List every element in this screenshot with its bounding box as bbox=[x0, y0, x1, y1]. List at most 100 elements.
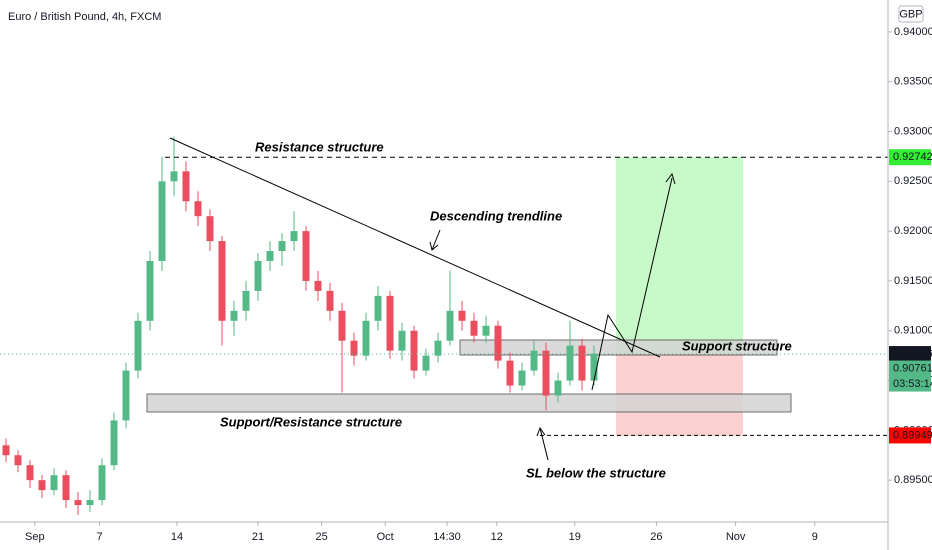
candle-body bbox=[110, 420, 118, 466]
price-label-box bbox=[889, 427, 931, 444]
x-tick-label: 19 bbox=[569, 531, 581, 543]
projection-arrow bbox=[591, 177, 673, 391]
x-tick-label: Sep bbox=[25, 531, 45, 543]
price-label-box bbox=[889, 360, 931, 377]
candle-body bbox=[218, 241, 226, 321]
annotation: Resistance structure bbox=[255, 139, 384, 154]
y-tick-label: 0.92000 bbox=[894, 225, 932, 237]
support-zone bbox=[459, 339, 778, 356]
candle-body bbox=[302, 231, 310, 281]
price-label: 0.89949 bbox=[893, 429, 932, 441]
candle-body bbox=[50, 475, 58, 491]
candle-body bbox=[146, 261, 154, 321]
price-label: 0.90761 bbox=[893, 362, 932, 374]
candle-body bbox=[242, 290, 250, 311]
candle-body bbox=[170, 171, 178, 182]
annotation: Support structure bbox=[682, 338, 792, 353]
candle-body bbox=[98, 465, 106, 501]
candle-body bbox=[542, 350, 550, 396]
candle-body bbox=[470, 320, 478, 336]
candle-body bbox=[506, 360, 514, 386]
target-zone bbox=[616, 157, 743, 353]
candle-body bbox=[398, 330, 406, 351]
candle-body bbox=[422, 355, 430, 371]
annotation: Descending trendline bbox=[430, 208, 562, 223]
position-zones bbox=[146, 157, 792, 436]
candle-body bbox=[566, 345, 574, 381]
x-tick-label: 25 bbox=[315, 531, 327, 543]
candle-body bbox=[578, 345, 586, 381]
price-label: 0.90766 bbox=[893, 348, 932, 360]
candles bbox=[2, 136, 598, 516]
candle-body bbox=[338, 310, 346, 341]
y-tick-label: 0.91500 bbox=[894, 275, 932, 287]
candle-body bbox=[590, 353, 598, 381]
x-tick-label: 9 bbox=[812, 531, 818, 543]
candle-body bbox=[62, 475, 70, 501]
candle-body bbox=[374, 295, 382, 321]
candle-body bbox=[386, 295, 394, 351]
candle-body bbox=[194, 201, 202, 217]
x-tick-label: 7 bbox=[97, 531, 103, 543]
arrow-head bbox=[429, 241, 439, 251]
candle-body bbox=[278, 241, 286, 252]
y-tick-label: 0.93000 bbox=[894, 125, 932, 137]
y-tick-label: 0.91000 bbox=[894, 325, 932, 337]
candle-body bbox=[266, 251, 274, 261]
drawings: Resistance structure Descending trendlin… bbox=[0, 137, 888, 480]
y-tick-label: 0.93500 bbox=[894, 76, 932, 88]
arrow-head bbox=[665, 172, 676, 185]
candle-body bbox=[350, 340, 358, 356]
candle-body bbox=[314, 280, 322, 291]
pointer bbox=[539, 427, 549, 461]
candle-body bbox=[482, 325, 490, 336]
price-label-box bbox=[889, 149, 931, 166]
candle-body bbox=[494, 325, 502, 361]
candle-body bbox=[158, 181, 166, 261]
candle-body bbox=[290, 231, 298, 242]
currency-box bbox=[898, 5, 924, 23]
candle-body bbox=[518, 370, 526, 386]
support-resistance-zone bbox=[146, 393, 792, 413]
y-tick-label: 0.94000 bbox=[894, 26, 932, 38]
price-label: 0.92742 bbox=[893, 151, 932, 163]
y-tick-label: 0.89500 bbox=[894, 474, 932, 486]
x-tick-label: 14 bbox=[171, 531, 183, 543]
candle-body bbox=[14, 455, 22, 466]
chart-title: Euro / British Pound, 4h, FXCM bbox=[8, 11, 161, 23]
candle-body bbox=[410, 330, 418, 371]
candle-body bbox=[326, 290, 334, 311]
candle-body bbox=[182, 171, 190, 202]
candle-body bbox=[26, 465, 34, 481]
x-tick-label: 14:30 bbox=[433, 531, 461, 543]
candle-body bbox=[530, 350, 538, 371]
candle-body bbox=[74, 500, 82, 506]
countdown: 03:53:14 bbox=[893, 378, 932, 390]
candle-body bbox=[206, 216, 214, 242]
currency: GBP bbox=[899, 8, 922, 20]
candle-body bbox=[362, 320, 370, 356]
arrow-head bbox=[536, 426, 546, 437]
annotation: Support/Resistance structure bbox=[220, 414, 402, 429]
candle-body bbox=[122, 370, 130, 421]
x-tick-label: Nov bbox=[726, 531, 746, 543]
candle-body bbox=[434, 340, 442, 356]
x-tick-label: 21 bbox=[252, 531, 264, 543]
countdown-box bbox=[889, 376, 931, 392]
candle-body bbox=[554, 380, 562, 396]
x-tick-label: 26 bbox=[650, 531, 662, 543]
candle-body bbox=[134, 320, 142, 371]
annotation: SL below the structure bbox=[526, 465, 666, 480]
pointer bbox=[431, 229, 441, 251]
candle-body bbox=[86, 500, 94, 506]
trendline bbox=[169, 137, 661, 358]
candle-body bbox=[2, 445, 10, 456]
candle-body bbox=[230, 310, 238, 321]
axes: 0.94000 0.93500 0.93000 0.92500 0.92000 0.915… bbox=[25, 26, 932, 543]
candle-body bbox=[458, 310, 466, 321]
x-tick-label: Oct bbox=[377, 531, 394, 543]
x-tick-label: 12 bbox=[491, 531, 503, 543]
price-label-box bbox=[889, 346, 931, 363]
